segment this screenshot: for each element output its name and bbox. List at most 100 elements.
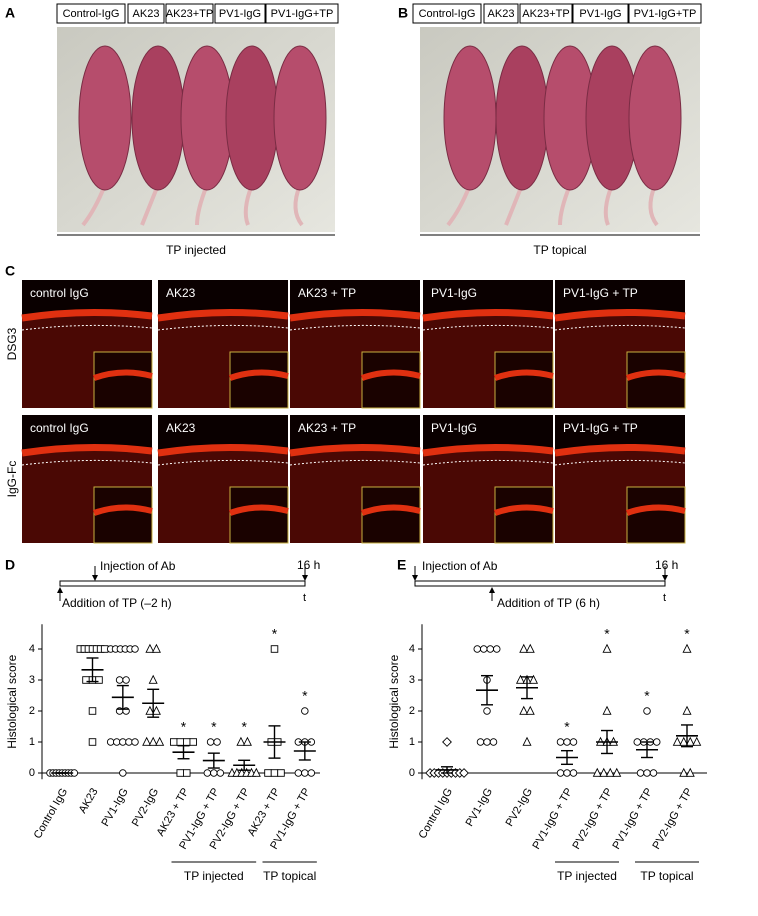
point bbox=[151, 705, 161, 715]
epidermis bbox=[422, 443, 554, 457]
point bbox=[148, 674, 158, 684]
point bbox=[131, 738, 139, 746]
label-box bbox=[214, 3, 266, 24]
inset bbox=[229, 351, 289, 409]
point bbox=[569, 738, 578, 746]
point bbox=[592, 767, 602, 777]
point bbox=[95, 676, 103, 684]
point bbox=[206, 738, 215, 746]
point bbox=[519, 643, 529, 653]
mouse bbox=[495, 45, 549, 191]
label-box bbox=[165, 3, 214, 24]
image-label: control IgG bbox=[30, 421, 89, 435]
point bbox=[522, 736, 532, 746]
epidermis bbox=[289, 308, 421, 322]
boundary bbox=[554, 459, 686, 466]
inset-tissue bbox=[360, 369, 421, 381]
label: PV1-IgG+TP bbox=[271, 8, 334, 20]
point bbox=[682, 705, 692, 715]
boundary bbox=[422, 459, 554, 466]
point bbox=[643, 769, 651, 777]
panel-letter: B bbox=[398, 5, 408, 21]
y-axis-title: Histological score bbox=[5, 654, 19, 748]
image-label: PV1-IgG + TP bbox=[563, 286, 638, 300]
point bbox=[182, 769, 191, 777]
epidermis bbox=[157, 308, 289, 322]
label-box bbox=[572, 3, 629, 24]
label-box bbox=[519, 3, 573, 24]
point bbox=[459, 768, 469, 778]
boundary bbox=[289, 459, 421, 466]
label-box bbox=[127, 3, 165, 24]
point bbox=[169, 738, 178, 746]
x-tick-label: PV1-IgG + TP bbox=[610, 786, 655, 851]
significance: * bbox=[272, 626, 278, 642]
image-label: PV1-IgG bbox=[431, 421, 477, 435]
caption: TP topical bbox=[533, 243, 586, 257]
point bbox=[602, 643, 612, 653]
point bbox=[301, 707, 309, 715]
row-label: DSG3 bbox=[5, 327, 19, 360]
point bbox=[486, 645, 495, 653]
inset-tissue bbox=[360, 504, 421, 516]
point bbox=[685, 767, 695, 777]
point bbox=[122, 676, 130, 684]
timeline-bar bbox=[59, 580, 306, 587]
y-tick-label: 2 bbox=[29, 705, 35, 717]
point bbox=[112, 738, 121, 746]
x-tick-label: PV1-IgG + TP bbox=[530, 786, 575, 851]
point bbox=[115, 676, 124, 684]
inset bbox=[494, 486, 554, 544]
y-tick-label: 0 bbox=[409, 767, 415, 779]
point bbox=[82, 676, 90, 684]
inset bbox=[361, 486, 421, 544]
point bbox=[88, 738, 97, 746]
point bbox=[131, 645, 139, 653]
x-tick-label: Control IgG bbox=[417, 786, 456, 841]
boundary bbox=[21, 459, 153, 466]
point bbox=[148, 736, 158, 746]
significance: * bbox=[604, 626, 610, 642]
point bbox=[270, 645, 279, 653]
point bbox=[119, 738, 127, 746]
point bbox=[602, 705, 612, 715]
inset-tissue bbox=[493, 369, 554, 381]
point bbox=[525, 705, 535, 715]
epidermis bbox=[21, 443, 153, 457]
x-tick-label: PV2-IgG bbox=[130, 786, 161, 829]
image-label: control IgG bbox=[30, 286, 89, 300]
point bbox=[653, 738, 661, 746]
label: PV1-IgG bbox=[579, 8, 621, 20]
point bbox=[236, 736, 246, 746]
point bbox=[493, 645, 501, 653]
point bbox=[679, 767, 689, 777]
boundary bbox=[289, 324, 421, 331]
image-label: PV1-IgG bbox=[431, 286, 477, 300]
mouse bbox=[443, 45, 497, 191]
label: AK23+TP bbox=[166, 8, 213, 20]
mouse bbox=[273, 45, 327, 191]
point bbox=[145, 705, 155, 715]
label: PV1-IgG bbox=[219, 8, 261, 20]
point bbox=[569, 769, 578, 777]
x-tick-label: PV2-IgG bbox=[504, 786, 535, 829]
epidermis bbox=[289, 443, 421, 457]
point bbox=[270, 769, 279, 777]
point bbox=[483, 707, 491, 715]
y-tick-label: 0 bbox=[29, 767, 35, 779]
inset bbox=[93, 486, 153, 544]
timeline: Injection of Ab 16 h Addition of TP (6 h… bbox=[412, 558, 678, 610]
epidermis bbox=[157, 443, 289, 457]
panel-letter: C bbox=[5, 263, 15, 279]
timeline-label: Injection of Ab bbox=[100, 559, 176, 573]
x-tick-label: PV1-IgG bbox=[464, 786, 495, 829]
point bbox=[151, 643, 161, 653]
boundary bbox=[21, 324, 153, 331]
point bbox=[189, 738, 197, 746]
point bbox=[145, 643, 155, 653]
point bbox=[556, 738, 565, 746]
inset bbox=[93, 351, 153, 409]
point bbox=[307, 769, 316, 777]
image-label: AK23 bbox=[166, 421, 196, 435]
label: AK23 bbox=[133, 8, 160, 20]
